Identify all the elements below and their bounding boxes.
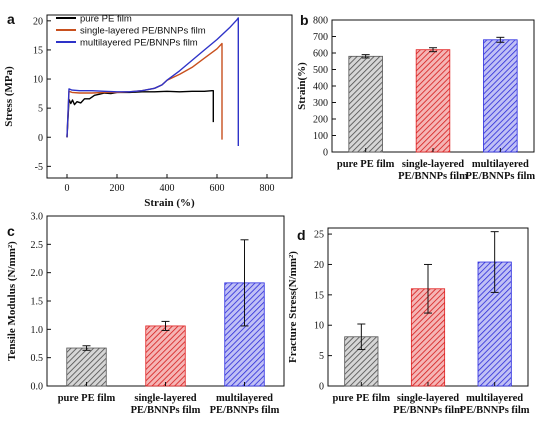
category-label-1: single-layered xyxy=(402,159,464,170)
y-tick-label: 600 xyxy=(313,49,328,60)
y-axis-label: Stress (MPa) xyxy=(3,66,15,127)
y-tick-label: 0 xyxy=(319,382,324,393)
y-tick-label: 10 xyxy=(314,321,324,332)
panel-label: b xyxy=(300,12,309,28)
y-tick-label: 3.0 xyxy=(31,212,44,223)
category-label-2: multilayered xyxy=(466,393,523,404)
category-label-0: pure PE film xyxy=(333,393,391,404)
y-tick-label: 400 xyxy=(313,82,328,93)
panel-a: a -5 0 5 10 15 20 Stress (MPa) 0 200 400 600 800 Stra… xyxy=(3,11,293,209)
panel-d: d 0 5 10 15 20 25 Fracture Stress(N/mm²) pure PE… xyxy=(287,227,530,416)
y-axis-label: Strain(%) xyxy=(296,62,308,110)
y-axis-label: Tensile Modulus (N/mm²) xyxy=(6,241,18,361)
category-label-2: multilayered xyxy=(472,159,529,170)
panel-label: d xyxy=(297,227,306,243)
category-label-0: pure PE film xyxy=(337,159,395,170)
x-axis-label: Strain (%) xyxy=(144,197,195,209)
category-label-2: PE/BNNPs film xyxy=(210,405,280,416)
y-tick-label: 100 xyxy=(313,131,328,142)
y-tick-label: 2.5 xyxy=(31,240,44,251)
y-tick-label: 25 xyxy=(314,230,324,241)
y-tick-label: 15 xyxy=(33,45,43,56)
bar-0 xyxy=(348,55,383,153)
panel-label: c xyxy=(7,223,15,239)
category-label-0: pure PE film xyxy=(58,393,116,404)
y-tick-label: 700 xyxy=(313,32,328,43)
y-tick-label: 200 xyxy=(313,115,328,126)
legend-label-1: single-layered PE/BNNPs film xyxy=(80,26,206,37)
y-tick-label: 0.0 xyxy=(31,382,44,393)
bar-1 xyxy=(415,49,451,153)
x-tick-label: 800 xyxy=(260,183,275,194)
y-tick-label: 300 xyxy=(313,98,328,109)
y-tick-label: 800 xyxy=(313,16,328,27)
category-label-1: PE/BNNPs film xyxy=(393,405,463,416)
y-tick-label: 0 xyxy=(38,133,43,144)
series-line-2 xyxy=(66,17,240,146)
x-tick-label: 200 xyxy=(110,183,125,194)
y-axis-label: Fracture Stress(N/mm²) xyxy=(287,251,299,363)
category-label-1: PE/BNNPs film xyxy=(131,405,201,416)
panel-c: c 0.0 0.5 1.0 1.5 2.0 2.5 3.0 Tensile Modulus (N… xyxy=(6,212,285,416)
y-tick-label: 20 xyxy=(314,260,324,271)
bar-2 xyxy=(483,39,518,153)
x-tick-label: 400 xyxy=(160,183,175,194)
category-label-2: PE/BNNPs film xyxy=(460,405,530,416)
category-label-1: single-layered xyxy=(134,393,196,404)
category-label-1: single-layered xyxy=(397,393,459,404)
series-line-0 xyxy=(66,89,215,138)
bar-0 xyxy=(66,347,107,387)
x-tick-label: 600 xyxy=(210,183,225,194)
y-tick-label: 10 xyxy=(33,75,43,86)
y-tick-label: 2.0 xyxy=(31,268,44,279)
y-tick-label: 0 xyxy=(323,148,328,159)
y-tick-label: 500 xyxy=(313,65,328,76)
legend-label-2: multilayered PE/BNNPs film xyxy=(80,38,198,49)
y-tick-label: 20 xyxy=(33,16,43,27)
y-tick-label: 0.5 xyxy=(31,353,44,364)
y-tick-label: -5 xyxy=(35,162,43,173)
category-label-2: PE/BNNPs film xyxy=(465,171,535,182)
bar-1 xyxy=(145,325,186,387)
panel-label: a xyxy=(7,11,15,27)
y-tick-label: 15 xyxy=(314,290,324,301)
legend-label-0: pure PE film xyxy=(80,14,132,25)
category-label-1: PE/BNNPs film xyxy=(398,171,468,182)
x-tick-label: 0 xyxy=(65,183,70,194)
category-label-2: multilayered xyxy=(216,393,273,404)
y-tick-label: 5 xyxy=(38,104,43,115)
plot-frame xyxy=(46,14,293,179)
y-tick-label: 1.5 xyxy=(31,297,44,308)
y-tick-label: 5 xyxy=(319,351,324,362)
y-tick-label: 1.0 xyxy=(31,325,44,336)
panel-b: b 0 100 200 300 400 500 600 700 800 Strain(%) pure … xyxy=(296,12,535,182)
